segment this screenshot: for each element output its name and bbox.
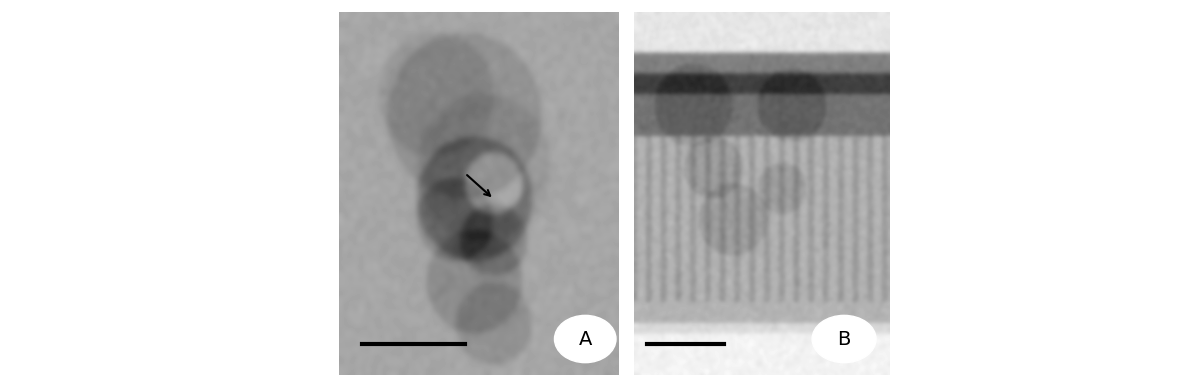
Ellipse shape (555, 315, 616, 363)
Ellipse shape (812, 315, 876, 363)
Text: A: A (578, 329, 591, 349)
Text: B: B (838, 329, 851, 349)
